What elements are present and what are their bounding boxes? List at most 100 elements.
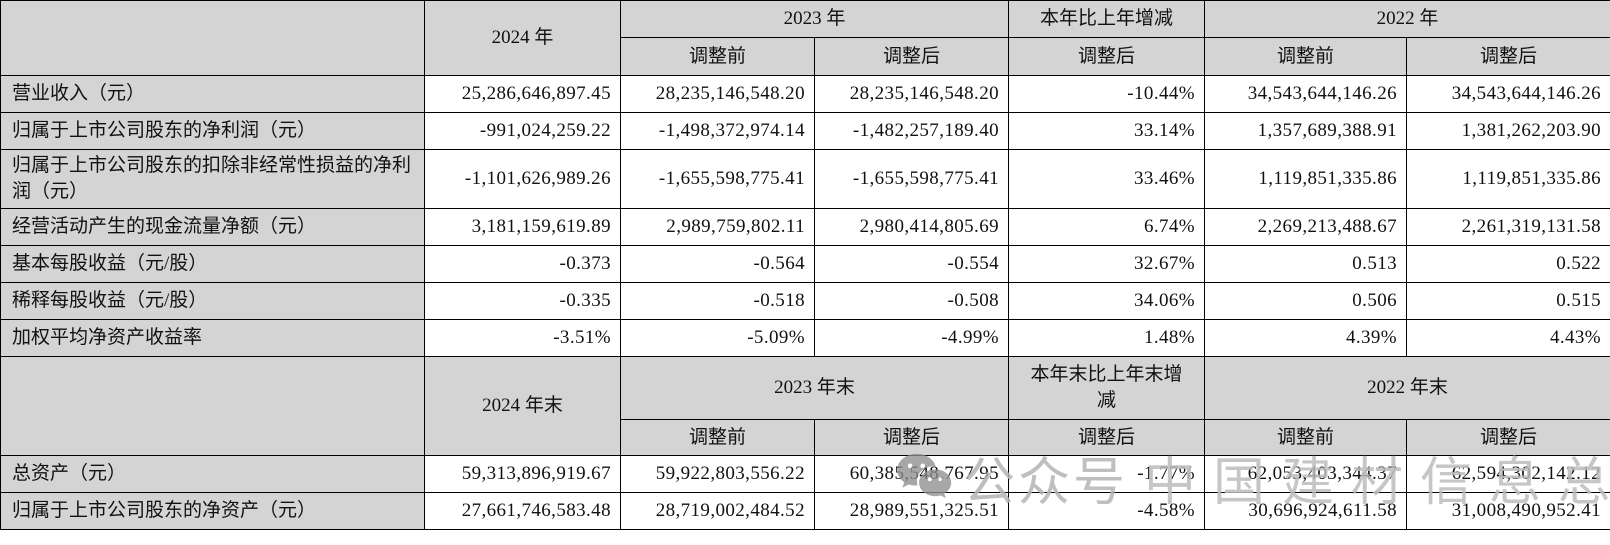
row-label: 加权平均净资产收益率 <box>0 319 425 357</box>
value-cell: -5.09% <box>620 319 815 357</box>
value-cell: 30,696,924,611.58 <box>1204 492 1408 530</box>
subheader-2023end-after: 调整后 <box>813 419 1010 456</box>
row-label: 基本每股收益（元/股） <box>0 245 425 283</box>
value-cell: 1.48% <box>1008 319 1206 357</box>
subheader-2023-before: 调整前 <box>620 37 815 76</box>
value-cell: 0.506 <box>1204 282 1408 320</box>
corner-cell <box>0 0 425 76</box>
value-cell: 28,989,551,325.51 <box>813 492 1010 530</box>
value-cell: -4.99% <box>813 319 1010 357</box>
col-group-2023-end: 2023 年末 <box>619 356 1010 420</box>
value-cell: -1,655,598,775.41 <box>620 149 815 209</box>
value-cell: 33.14% <box>1008 112 1206 150</box>
value-cell: 28,235,146,548.20 <box>813 75 1010 113</box>
subheader-2023end-before: 调整前 <box>620 419 815 456</box>
value-cell: -1,101,626,989.26 <box>424 149 621 209</box>
value-cell: 62,053,403,344.37 <box>1204 455 1408 493</box>
section2-header: 2024 年末 2023 年末 本年末比上年末增减 2022 年末 调整前 调整… <box>0 356 1610 456</box>
subheader-2022end-after: 调整后 <box>1406 419 1610 456</box>
value-cell: 33.46% <box>1008 149 1206 209</box>
value-cell: 34,543,644,146.26 <box>1204 75 1408 113</box>
table-row: 归属于上市公司股东的净利润（元） -991,024,259.22 -1,498,37… <box>0 112 1610 150</box>
value-cell: 31,008,490,952.41 <box>1406 492 1610 530</box>
col-header-change: 本年比上年增减 <box>1008 0 1206 38</box>
value-cell: 2,989,759,802.11 <box>620 208 815 246</box>
value-cell: 1,357,689,388.91 <box>1204 112 1408 150</box>
value-cell: -10.44% <box>1008 75 1206 113</box>
value-cell: -0.508 <box>813 282 1010 320</box>
section2-rows: 总资产（元） 59,313,896,919.67 59,922,803,556.22… <box>0 455 1610 530</box>
value-cell: 1,381,262,203.90 <box>1406 112 1610 150</box>
value-cell: 59,922,803,556.22 <box>620 455 815 493</box>
subheader-2023-after: 调整后 <box>813 37 1010 76</box>
subheader-changeend-after: 调整后 <box>1008 419 1206 456</box>
value-cell: 4.43% <box>1406 319 1610 357</box>
value-cell: 27,661,746,583.48 <box>424 492 621 530</box>
financial-summary-table: 2024 年 2023 年 本年比上年增减 2022 年 调整前 调整后 调整后… <box>0 0 1610 530</box>
table-row: 归属于上市公司股东的净资产（元） 27,661,746,583.48 28,719,… <box>0 492 1610 530</box>
row-label: 总资产（元） <box>0 455 425 493</box>
value-cell: 34,543,644,146.26 <box>1406 75 1610 113</box>
value-cell: -4.58% <box>1008 492 1206 530</box>
value-cell: 60,385,548,767.95 <box>813 455 1010 493</box>
section1-rows: 营业收入（元） 25,286,646,897.45 28,235,146,548.2… <box>0 75 1610 357</box>
value-cell: -1,655,598,775.41 <box>813 149 1010 209</box>
value-cell: 25,286,646,897.45 <box>424 75 621 113</box>
corner-cell-2 <box>0 356 425 456</box>
table-row: 营业收入（元） 25,286,646,897.45 28,235,146,548.2… <box>0 75 1610 113</box>
table-row: 经营活动产生的现金流量净额（元） 3,181,159,619.89 2,989,75… <box>0 208 1610 246</box>
col-header-change-end: 本年末比上年末增减 <box>1008 356 1206 420</box>
table-row: 总资产（元） 59,313,896,919.67 59,922,803,556.22… <box>0 455 1610 493</box>
row-label: 归属于上市公司股东的净资产（元） <box>0 492 425 530</box>
col-header-2024-end: 2024 年末 <box>424 356 621 456</box>
value-cell: -1,498,372,974.14 <box>620 112 815 150</box>
subheader-change-after: 调整后 <box>1008 37 1206 76</box>
value-cell: 4.39% <box>1204 319 1408 357</box>
subheader-2022end-before: 调整前 <box>1204 419 1408 456</box>
value-cell: 2,269,213,488.67 <box>1204 208 1408 246</box>
value-cell: 62,594,302,142.12 <box>1406 455 1610 493</box>
table-row: 稀释每股收益（元/股） -0.335 -0.518 -0.508 34.06% 0.506… <box>0 282 1610 320</box>
table-row: 基本每股收益（元/股） -0.373 -0.564 -0.554 32.67% 0.513… <box>0 245 1610 283</box>
header-row-adjust: 调整前 调整后 调整后 调整前 调整后 <box>1 37 1610 76</box>
value-cell: 1,119,851,335.86 <box>1204 149 1408 209</box>
row-label: 稀释每股收益（元/股） <box>0 282 425 320</box>
value-cell: 28,235,146,548.20 <box>620 75 815 113</box>
row-label: 归属于上市公司股东的净利润（元） <box>0 112 425 150</box>
subheader-2022-before: 调整前 <box>1204 37 1408 76</box>
header-row-yearend: 2024 年末 2023 年末 本年末比上年末增减 2022 年末 <box>0 356 1610 456</box>
col-group-2022: 2022 年 <box>1204 0 1610 38</box>
value-cell: 59,313,896,919.67 <box>424 455 621 493</box>
value-cell: 0.513 <box>1204 245 1408 283</box>
value-cell: 6.74% <box>1008 208 1206 246</box>
row-label: 经营活动产生的现金流量净额（元） <box>0 208 425 246</box>
value-cell: -0.518 <box>620 282 815 320</box>
table-row: 加权平均净资产收益率 -3.51% -5.09% -4.99% 1.48% 4.39% 4.… <box>0 319 1610 357</box>
value-cell: -1.77% <box>1008 455 1206 493</box>
value-cell: 1,119,851,335.86 <box>1406 149 1610 209</box>
table-row: 归属于上市公司股东的扣除非经常性损益的净利润（元） -1,101,626,989.… <box>0 149 1610 209</box>
value-cell: 34.06% <box>1008 282 1206 320</box>
value-cell: -0.564 <box>620 245 815 283</box>
header-row-adjust-2: 调整前 调整后 调整后 调整前 调整后 <box>1 419 1610 456</box>
subheader-2022-after: 调整后 <box>1406 37 1610 76</box>
value-cell: 0.515 <box>1406 282 1610 320</box>
value-cell: -1,482,257,189.40 <box>813 112 1010 150</box>
value-cell: -0.554 <box>813 245 1010 283</box>
row-label: 营业收入（元） <box>0 75 425 113</box>
value-cell: 32.67% <box>1008 245 1206 283</box>
col-group-2022-end: 2022 年末 <box>1204 356 1610 420</box>
row-label: 归属于上市公司股东的扣除非经常性损益的净利润（元） <box>0 149 425 209</box>
value-cell: 2,261,319,131.58 <box>1406 208 1610 246</box>
value-cell: 0.522 <box>1406 245 1610 283</box>
value-cell: 28,719,002,484.52 <box>620 492 815 530</box>
value-cell: -0.373 <box>424 245 621 283</box>
col-header-2024: 2024 年 <box>424 0 621 76</box>
value-cell: -991,024,259.22 <box>424 112 621 150</box>
section1-header: 2024 年 2023 年 本年比上年增减 2022 年 调整前 调整后 调整后… <box>0 0 1610 76</box>
value-cell: 3,181,159,619.89 <box>424 208 621 246</box>
value-cell: 2,980,414,805.69 <box>813 208 1010 246</box>
value-cell: -0.335 <box>424 282 621 320</box>
col-group-2023: 2023 年 <box>619 0 1010 38</box>
